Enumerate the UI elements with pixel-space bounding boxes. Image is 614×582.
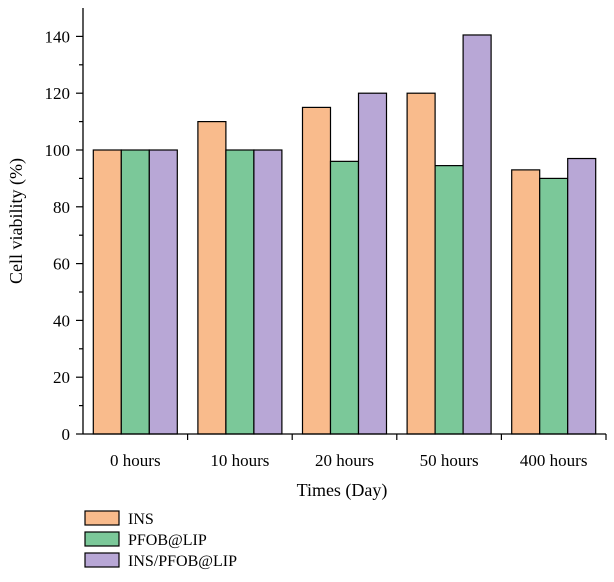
y-tick-label: 140 <box>45 27 71 46</box>
bar-ins-400-hours <box>511 169 541 435</box>
bar-pfob-lip-20-hours <box>329 160 360 435</box>
y-tick-label: 20 <box>53 368 70 387</box>
bar-ins-0-hours <box>92 149 122 435</box>
bar-ins-pfob-lip-400-hours <box>567 157 597 435</box>
y-tick-label: 80 <box>53 198 70 217</box>
legend-label: INS/PFOB@LIP <box>128 553 237 570</box>
x-axis-title: Times (Day) <box>297 480 388 501</box>
bar-ins-50-hours <box>406 92 436 435</box>
legend-swatch <box>84 510 120 526</box>
y-tick-label: 100 <box>45 141 71 160</box>
axes-layer <box>82 8 606 435</box>
bar-pfob-lip-50-hours <box>434 165 464 435</box>
legend-swatch <box>84 552 120 568</box>
bar-ins-20-hours <box>301 106 332 435</box>
y-tick-label: 120 <box>45 84 71 103</box>
bar-pfob-lip-10-hours <box>225 149 255 435</box>
y-tick-label: 40 <box>53 311 70 330</box>
bar-ins-pfob-lip-20-hours <box>357 92 388 435</box>
bar-pfob-lip-0-hours <box>120 149 150 435</box>
x-tick-label: 400 hours <box>520 451 588 470</box>
legend-swatch <box>84 531 120 547</box>
x-tick-label: 0 hours <box>110 451 161 470</box>
bar-pfob-lip-400-hours <box>539 177 569 435</box>
y-tick-label: 60 <box>53 255 70 274</box>
y-ticks: 0 20 40 60 80 100 120 140 <box>45 27 83 444</box>
legend-label: INS <box>128 511 154 528</box>
x-ticks: 0 hours 10 hours 20 hours 50 hours 400 hours <box>110 434 607 470</box>
bar-ins-10-hours <box>197 120 227 435</box>
legend-label: PFOB@LIP <box>128 532 207 549</box>
x-tick-label: 10 hours <box>210 451 269 470</box>
x-tick-label: 50 hours <box>420 451 479 470</box>
y-tick-label: 0 <box>62 425 71 444</box>
bar-ins-pfob-lip-50-hours <box>462 34 492 435</box>
bar-ins-pfob-lip-0-hours <box>148 149 178 435</box>
legend: INS PFOB@LIP INS/PFOB@LIP <box>84 510 237 570</box>
bars-layer <box>92 34 597 435</box>
y-axis-title: Cell viability (%) <box>6 158 27 284</box>
bar-ins-pfob-lip-10-hours <box>253 149 283 435</box>
x-tick-label: 20 hours <box>315 451 374 470</box>
